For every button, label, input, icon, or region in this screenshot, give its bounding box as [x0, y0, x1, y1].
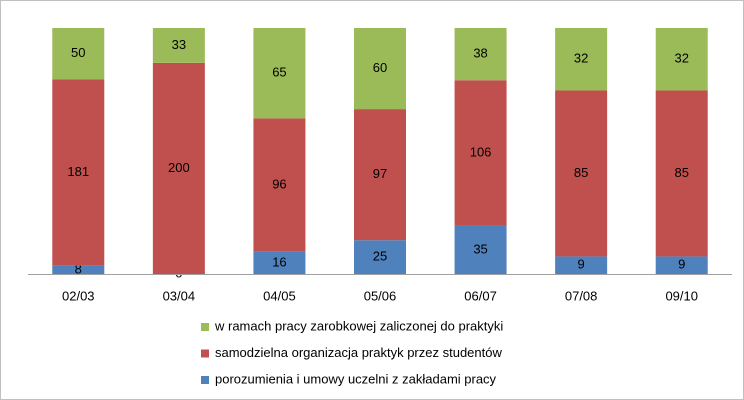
x-tick-label: 06/07: [464, 288, 497, 303]
data-label: 106: [470, 144, 492, 159]
bar-segment: [655, 256, 708, 274]
legend-label: w ramach pracy zarobkowej zaliczonej do …: [214, 318, 503, 333]
data-label: 8: [75, 261, 82, 276]
bar-segment: [354, 240, 406, 274]
x-tick-label: 09/10: [665, 288, 698, 303]
data-label: 32: [574, 51, 588, 66]
x-tick-label: 07/08: [565, 288, 598, 303]
data-label: 33: [172, 37, 186, 52]
data-label: 9: [678, 257, 685, 272]
bar-segment: [253, 118, 306, 252]
bar-segment: [253, 28, 306, 119]
bar-segment: [152, 28, 205, 63]
bar-segment: [655, 28, 708, 91]
bar-segment: [253, 251, 306, 274]
data-label: 65: [272, 65, 286, 80]
bar-segment: [655, 90, 708, 257]
data-label: 85: [674, 165, 688, 180]
legend-swatch: [201, 376, 209, 384]
x-tick-label: 04/05: [263, 288, 296, 303]
data-label: 97: [373, 166, 387, 181]
bar-segment: [152, 62, 205, 274]
legend-label: samodzielna organizacja praktyk przez st…: [215, 345, 502, 360]
bar-segment: [354, 28, 406, 110]
x-tick-label: 02/03: [62, 288, 95, 303]
bar-segment: [454, 225, 507, 274]
data-label: 50: [71, 45, 85, 60]
bar-segment: [454, 80, 507, 226]
data-label: 16: [272, 254, 286, 269]
legend-swatch: [201, 349, 209, 358]
data-label: 35: [473, 241, 487, 256]
bar-segment: [52, 265, 105, 274]
bar-segment: [52, 28, 105, 80]
bar-segment: [52, 79, 105, 266]
data-label: 9: [578, 257, 585, 272]
legend-label: porozumienia i umowy uczelni z zakładami…: [215, 371, 497, 386]
bar-segment: [454, 28, 507, 81]
data-label: 38: [473, 46, 487, 61]
x-tick-label: 05/06: [364, 288, 397, 303]
data-label: 85: [574, 165, 588, 180]
bar-segment: [555, 90, 608, 257]
bar-segment: [354, 109, 406, 241]
data-label: 25: [373, 249, 387, 264]
data-label: 96: [272, 176, 286, 191]
data-label: 60: [373, 60, 387, 75]
legend-swatch: [201, 323, 209, 331]
x-tick-label: 03/04: [163, 288, 196, 303]
bar-segment: [555, 28, 608, 91]
data-label: 200: [168, 160, 190, 175]
data-label: 181: [67, 164, 89, 179]
bar-segment: [555, 256, 608, 274]
data-label: 32: [674, 51, 688, 66]
